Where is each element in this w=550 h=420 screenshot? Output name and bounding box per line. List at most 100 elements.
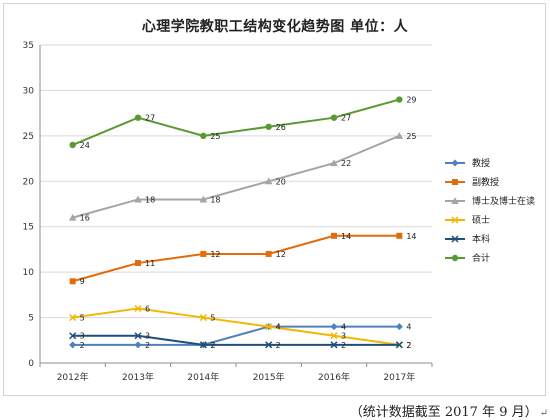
data-point bbox=[395, 132, 404, 139]
data-point bbox=[395, 341, 403, 349]
data-point bbox=[330, 159, 338, 167]
data-point bbox=[69, 314, 77, 322]
data-label: 29 bbox=[406, 96, 416, 105]
legend-marker bbox=[451, 216, 459, 224]
data-label: 16 bbox=[80, 214, 90, 223]
data-point bbox=[68, 213, 77, 221]
data-point bbox=[134, 195, 142, 203]
data-label: 14 bbox=[341, 232, 351, 241]
data-label: 3 bbox=[80, 332, 85, 341]
data-point bbox=[200, 250, 207, 257]
data-label: 2 bbox=[406, 341, 411, 350]
chart-title: 心理学院教职工结构变化趋势图 单位：人 bbox=[141, 19, 409, 35]
data-point bbox=[265, 323, 273, 331]
series-line bbox=[72, 334, 400, 346]
data-label: 22 bbox=[341, 159, 351, 168]
data-label: 27 bbox=[341, 114, 351, 123]
data-point bbox=[199, 341, 207, 349]
data-label: 2 bbox=[145, 341, 150, 350]
legend-marker bbox=[451, 254, 459, 262]
data-label: 2 bbox=[276, 341, 281, 350]
series-line bbox=[72, 325, 400, 346]
legend-label: 合计 bbox=[472, 252, 490, 264]
y-tick-label: 20 bbox=[23, 177, 35, 187]
footnote-text: （统计数据截至 2017 年 9 月） bbox=[349, 405, 538, 420]
x-tick-label: 2014年 bbox=[187, 371, 219, 383]
data-point bbox=[396, 232, 403, 239]
data-label: 4 bbox=[406, 323, 411, 332]
y-tick-label: 15 bbox=[23, 223, 34, 233]
data-point bbox=[69, 141, 76, 149]
data-label: 5 bbox=[80, 314, 85, 323]
data-point bbox=[330, 341, 338, 349]
legend-label: 硕士 bbox=[472, 214, 490, 226]
data-label: 9 bbox=[80, 277, 85, 286]
data-label: 11 bbox=[145, 259, 155, 268]
y-tick-label: 10 bbox=[23, 268, 35, 278]
data-label: 24 bbox=[80, 141, 90, 150]
data-point bbox=[265, 250, 272, 257]
legend-marker bbox=[451, 197, 459, 204]
y-tick-label: 5 bbox=[28, 314, 34, 324]
data-label: 14 bbox=[406, 232, 416, 241]
legend-label: 本科 bbox=[472, 233, 490, 245]
data-point bbox=[396, 96, 403, 103]
y-tick-label: 35 bbox=[23, 41, 34, 51]
series-line bbox=[72, 234, 400, 283]
data-point bbox=[69, 332, 77, 340]
legend-marker bbox=[451, 159, 459, 167]
data-point bbox=[199, 314, 207, 322]
legend-marker bbox=[452, 179, 458, 185]
data-point bbox=[134, 304, 142, 313]
x-tick-label: 2015年 bbox=[253, 371, 285, 383]
data-label: 2 bbox=[341, 341, 346, 350]
y-tick-label: 30 bbox=[23, 86, 35, 96]
data-point bbox=[134, 114, 142, 121]
y-tick-label: 25 bbox=[23, 132, 34, 142]
data-label: 25 bbox=[210, 132, 220, 141]
data-label: 25 bbox=[406, 132, 416, 141]
x-tick-label: 2016年 bbox=[318, 371, 350, 383]
y-tick-label: 0 bbox=[28, 359, 34, 369]
data-label: 12 bbox=[276, 250, 286, 259]
data-point bbox=[69, 341, 77, 349]
x-tick-label: 2013年 bbox=[122, 371, 154, 383]
data-point bbox=[134, 341, 142, 349]
data-label: 3 bbox=[341, 332, 346, 341]
data-label: 18 bbox=[210, 195, 220, 204]
legend-marker bbox=[451, 235, 459, 243]
x-tick-label: 2017年 bbox=[383, 371, 415, 383]
data-point bbox=[331, 232, 337, 239]
x-tick-label: 2012年 bbox=[57, 371, 89, 383]
data-label: 2 bbox=[406, 341, 411, 350]
data-point bbox=[199, 195, 208, 203]
data-point bbox=[69, 278, 76, 285]
data-point bbox=[265, 341, 273, 349]
legend-label: 教授 bbox=[472, 157, 490, 169]
return-symbol: ↵ bbox=[539, 408, 548, 419]
data-point bbox=[330, 323, 338, 331]
data-label: 2 bbox=[210, 341, 215, 350]
legend-label: 副教授 bbox=[472, 176, 499, 188]
legend-label: 博士及博士在读 bbox=[472, 195, 535, 207]
series-line bbox=[72, 98, 400, 146]
data-label: 26 bbox=[276, 123, 286, 132]
series-line bbox=[72, 307, 400, 346]
data-label: 20 bbox=[276, 177, 286, 186]
data-label: 5 bbox=[210, 314, 215, 323]
data-point bbox=[200, 132, 207, 140]
data-label: 4 bbox=[341, 323, 346, 332]
series-line bbox=[72, 134, 400, 219]
data-point bbox=[395, 323, 403, 331]
data-label: 18 bbox=[145, 195, 155, 204]
data-point bbox=[265, 123, 272, 130]
data-point bbox=[330, 114, 338, 121]
data-point bbox=[264, 177, 273, 185]
data-label: 2 bbox=[80, 341, 85, 350]
data-point bbox=[330, 332, 338, 340]
data-label: 27 bbox=[145, 114, 155, 123]
data-label: 12 bbox=[210, 250, 220, 259]
data-point bbox=[135, 260, 141, 267]
data-point bbox=[134, 332, 142, 340]
